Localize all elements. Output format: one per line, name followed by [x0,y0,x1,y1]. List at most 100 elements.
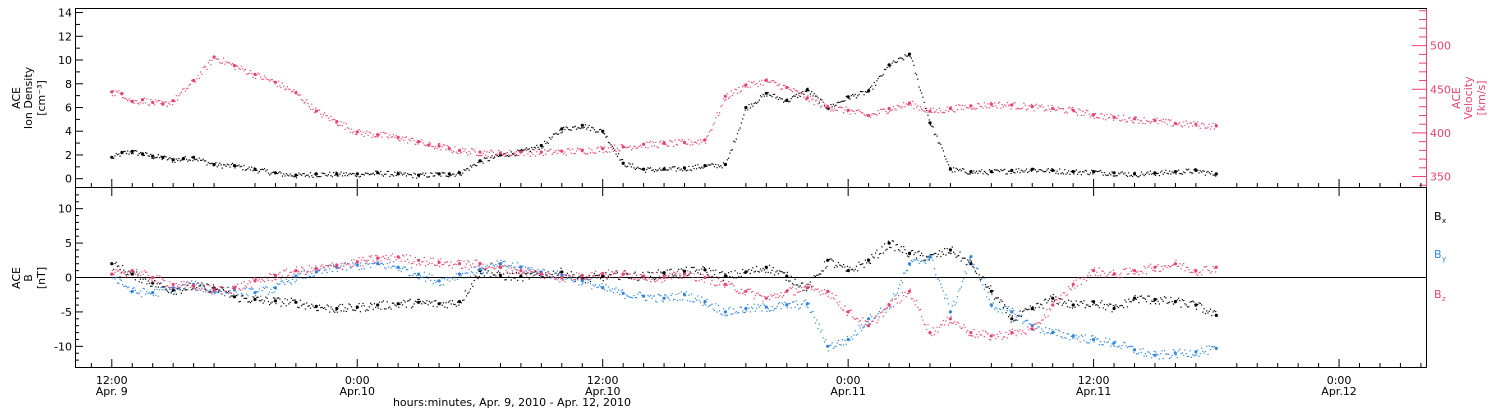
bottom-tick-label: 10 [58,203,72,216]
Bz-point [376,256,380,260]
x-tick-time: 0:00 [836,374,861,387]
Bz-point [662,275,666,280]
Bz-point [273,273,277,277]
velocity-point [1071,108,1075,112]
bottom-left-axis-label-line2: B [22,274,35,282]
top-left-axis-label-line1: ACE [10,87,23,109]
density-texture [111,54,1217,179]
Bx-point [417,300,421,304]
Bz-point [437,260,441,264]
bottom-plot-data [76,240,1426,360]
Bx-point [785,274,789,278]
Bz-texture [111,253,1217,341]
Bz-point [151,275,155,280]
Bx-point [1132,296,1137,300]
Bz-point [519,269,523,273]
By-point [417,272,421,276]
Bx-point [335,306,339,311]
legend-By: B [1434,248,1442,261]
density-point [130,149,134,153]
legend-Bx-subscript: x [1442,217,1446,225]
x-tick-date: Apr. 9 [96,385,128,398]
velocity-point [376,133,380,137]
By-point [1153,353,1157,357]
Bz-point [1071,282,1075,286]
top-left-tick-label: 10 [58,54,72,67]
bottom-tick-label: -5 [61,306,72,319]
Bz-point [232,286,237,290]
top-left-tick-label: 8 [65,78,72,91]
density-series [110,52,1218,179]
top-left-tick-label: 2 [65,149,72,162]
top-right-axis-ticks: 350 400 450 500 [1412,9,1451,187]
velocity-point [723,94,728,98]
bottom-tick-label: 5 [65,237,72,250]
Bz-point [642,274,646,278]
Bz-point [192,284,196,288]
bottom-left-axis-ticks: -10 -5 0 5 10 [54,194,83,361]
bottom-left-axis-label-line1: ACE [10,267,23,289]
top-left-axis-label-line3: [cm⁻³] [35,80,48,116]
By-point [1092,337,1096,342]
Bz-point [1010,331,1014,335]
velocity-point [335,120,339,124]
density-point [192,155,196,159]
Bz-point [1112,272,1116,276]
density-point [335,172,339,176]
By-point [498,262,502,266]
density-point [539,143,543,148]
By-point [294,274,298,278]
top-right-tick-label: 450 [1430,83,1451,96]
Bz-point [1051,303,1055,307]
velocity-point [437,144,441,148]
By-point [1112,341,1116,345]
density-point [151,154,155,158]
density-point [1112,171,1116,175]
velocity-point [805,96,809,100]
density-point [171,158,175,162]
x-tick-time: 12:00 [1078,374,1110,387]
top-right-tick-label: 350 [1430,171,1451,184]
velocity-point [457,148,462,152]
By-series [110,254,1218,360]
Bz-point [948,317,953,321]
top-right-tick-label: 400 [1430,127,1451,140]
density-point [928,121,932,125]
By-point [580,279,584,283]
Bx-point [1112,306,1116,311]
Bx-point [1010,317,1014,321]
bottom-panel-frame [75,187,1427,368]
By-point [867,317,871,321]
By-point [1194,350,1198,354]
Bz-point [907,289,912,293]
Bz-point [1132,269,1137,273]
legend-Bz: B [1434,288,1442,301]
Bz-point [1194,269,1198,273]
bottom-left-axis-label-line3: [nT] [35,267,48,289]
Bx-point [273,299,277,303]
By-point [703,300,707,304]
top-right-axis-label-line2: Velocity [1462,76,1475,120]
Bz-point [212,288,216,292]
x-tick-time: 12:00 [587,374,619,387]
legend-By-subscript: y [1442,255,1446,263]
top-left-axis-ticks: 0 2 4 6 8 10 12 14 [58,7,83,186]
Bz-point [539,272,543,276]
top-panel: 0 2 4 6 8 10 12 14 350 400 450 500 ACE Ion Density… [10,7,1488,188]
By-point [805,302,809,306]
top-panel-frame [75,8,1427,188]
density-point [457,171,462,175]
Bx-point [723,274,728,278]
Bz-series [110,253,1218,341]
Bz-point [826,289,830,293]
density-point [1214,172,1218,176]
velocity-point [1214,124,1218,128]
By-point [130,289,134,293]
By-point [1071,334,1075,338]
top-left-tick-label: 14 [58,7,72,20]
x-tick-date: Apr.11 [1076,385,1112,398]
x-tick-time: 12:00 [96,374,128,387]
x-axis-title: hours:minutes, Apr. 9, 2010 - Apr. 12, 2… [393,396,631,409]
